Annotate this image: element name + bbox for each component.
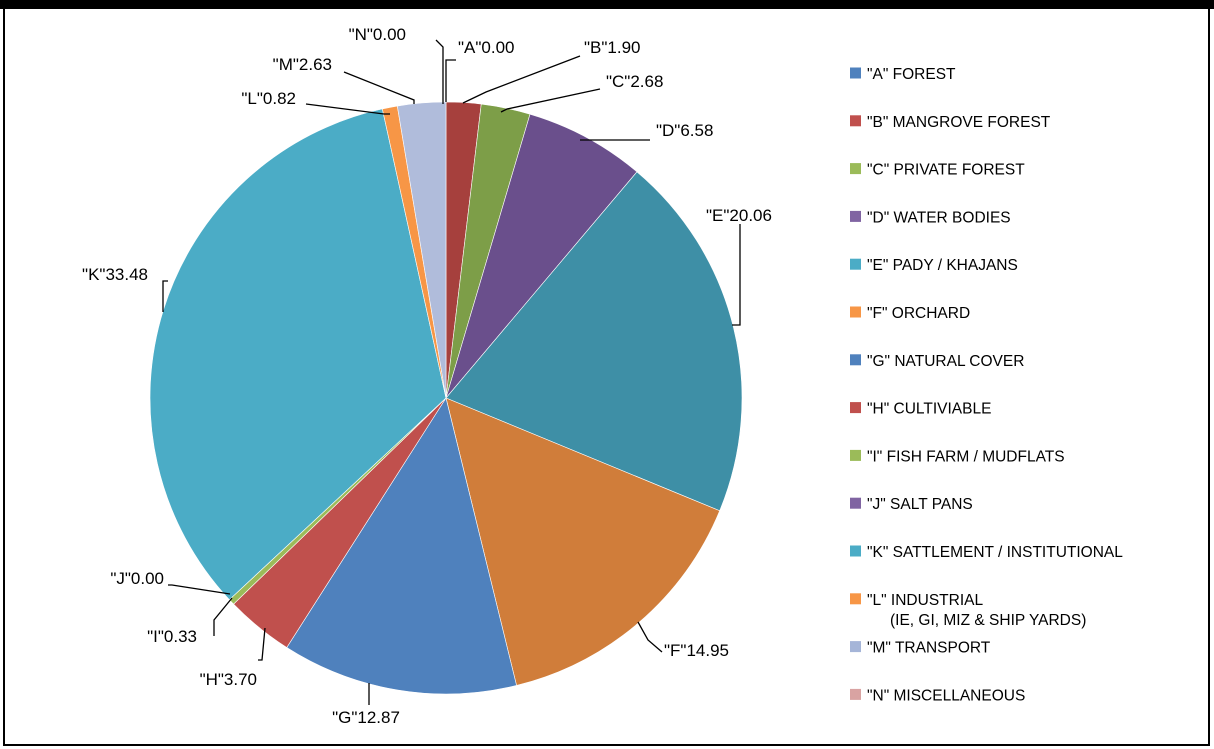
legend-swatch-b-mangrove-forest [850, 115, 861, 127]
pie-slice-d-water-bodies [445, 113, 638, 399]
leader-line-a-forest [445, 59, 456, 102]
data-label-m-transport: "M"2.63 [273, 55, 332, 74]
data-label-f-orchard: "F"14.95 [664, 641, 729, 660]
legend-label-k-sattlement-institutional: "K" SATTLEMENT / INSTITUTIONAL [867, 544, 1123, 561]
legend-sublabel-industrial: (IE, GI, MIZ & SHIP YARDS) [890, 612, 1086, 629]
legend-label-b-mangrove-forest: "B" MANGROVE FOREST [867, 114, 1051, 131]
pie-slice-g-natural-cover [286, 397, 517, 695]
legend: "A" FOREST "B" MANGROVE FOREST "C" PRIVATE… [850, 66, 1123, 704]
legend-label-e-pady-khajans: "E" PADY / KHAJANS [867, 257, 1018, 274]
data-label-k-sattlement-institutional: "K"33.48 [82, 265, 148, 284]
legend-swatch-l-industrial [850, 593, 861, 605]
leader-line-h-cultiviable [258, 627, 266, 661]
legend-label-d-water-bodies: "D" WATER BODIES [867, 209, 1011, 226]
data-label-i-fish-farm-mudflats: "I"0.33 [147, 627, 197, 646]
legend-swatch-m-transport [850, 641, 861, 653]
data-label-l-industrial: "L"0.82 [241, 89, 296, 108]
leader-lines [162, 39, 741, 705]
legend-swatch-h-cultiviable [850, 402, 861, 414]
leader-line-k-sattlement-institutional [162, 280, 168, 312]
leader-line-e-pady-khajans [732, 224, 741, 326]
legend-label-l-industrial: "L" INDUSTRIAL [867, 592, 983, 609]
leader-line-j-salt-pans [168, 584, 231, 595]
pie-slice-e-pady-khajans [445, 171, 743, 512]
legend-label-m-transport: "M" TRANSPORT [867, 640, 991, 657]
top-border [0, 0, 1214, 9]
legend-label-g-natural-cover: "G" NATURAL COVER [867, 353, 1024, 370]
legend-label-i-fish-farm-mudflats: "I" FISH FARM / MUDFLATS [867, 448, 1065, 465]
data-labels: "A"0.00 "B"1.90 "C"2.68 "D"6.58 "E"20.06 "F"1… [82, 25, 772, 727]
leader-line-i-fish-farm-mudflats [213, 597, 233, 636]
data-label-a-forest: "A"0.00 [458, 38, 515, 57]
legend-swatch-i-fish-farm-mudflats [850, 449, 861, 461]
leader-line-l-industrial [305, 103, 390, 115]
data-label-g-natural-cover: "G"12.87 [332, 708, 400, 727]
legend-label-h-cultiviable: "H" CULTIVIABLE [867, 401, 991, 418]
legend-label-j-salt-pans: "J" SALT PANS [867, 496, 973, 513]
legend-label-a-forest: "A" FOREST [867, 66, 956, 83]
legend-label-c-private-forest: "C" PRIVATE FOREST [867, 162, 1025, 179]
data-label-b-mangrove-forest: "B"1.90 [584, 38, 641, 57]
leader-line-c-private-forest [500, 88, 601, 113]
data-label-j-salt-pans: "J"0.00 [110, 569, 164, 588]
legend-label-f-orchard: "F" ORCHARD [867, 305, 970, 322]
data-label-e-pady-khajans: "E"20.06 [706, 206, 772, 225]
legend-swatch-f-orchard [850, 306, 861, 318]
pie-slice-f-orchard [445, 397, 721, 686]
leader-line-m-transport [343, 71, 415, 104]
leader-line-n-miscellaneous [435, 39, 444, 104]
legend-swatch-a-forest [850, 67, 861, 79]
data-label-c-private-forest: "C"2.68 [606, 72, 663, 91]
data-label-h-cultiviable: "H"3.70 [200, 670, 257, 689]
leader-line-b-mangrove-forest [462, 55, 581, 104]
pie-slices [149, 101, 743, 695]
legend-swatch-e-pady-khajans [850, 258, 861, 270]
legend-swatch-k-sattlement-institutional [850, 545, 861, 557]
legend-swatch-g-natural-cover [850, 354, 861, 366]
data-label-d-water-bodies: "D"6.58 [656, 121, 713, 140]
chart-frame [3, 9, 1210, 746]
legend-label-n-miscellaneous: "N" MISCELLANEOUS [867, 687, 1025, 704]
leader-line-f-orchard [637, 621, 663, 653]
legend-swatch-c-private-forest [850, 163, 861, 175]
legend-swatch-n-miscellaneous [850, 688, 861, 700]
legend-swatch-j-salt-pans [850, 497, 861, 509]
data-label-n-miscellaneous: "N"0.00 [349, 25, 406, 44]
legend-swatch-d-water-bodies [850, 210, 861, 222]
